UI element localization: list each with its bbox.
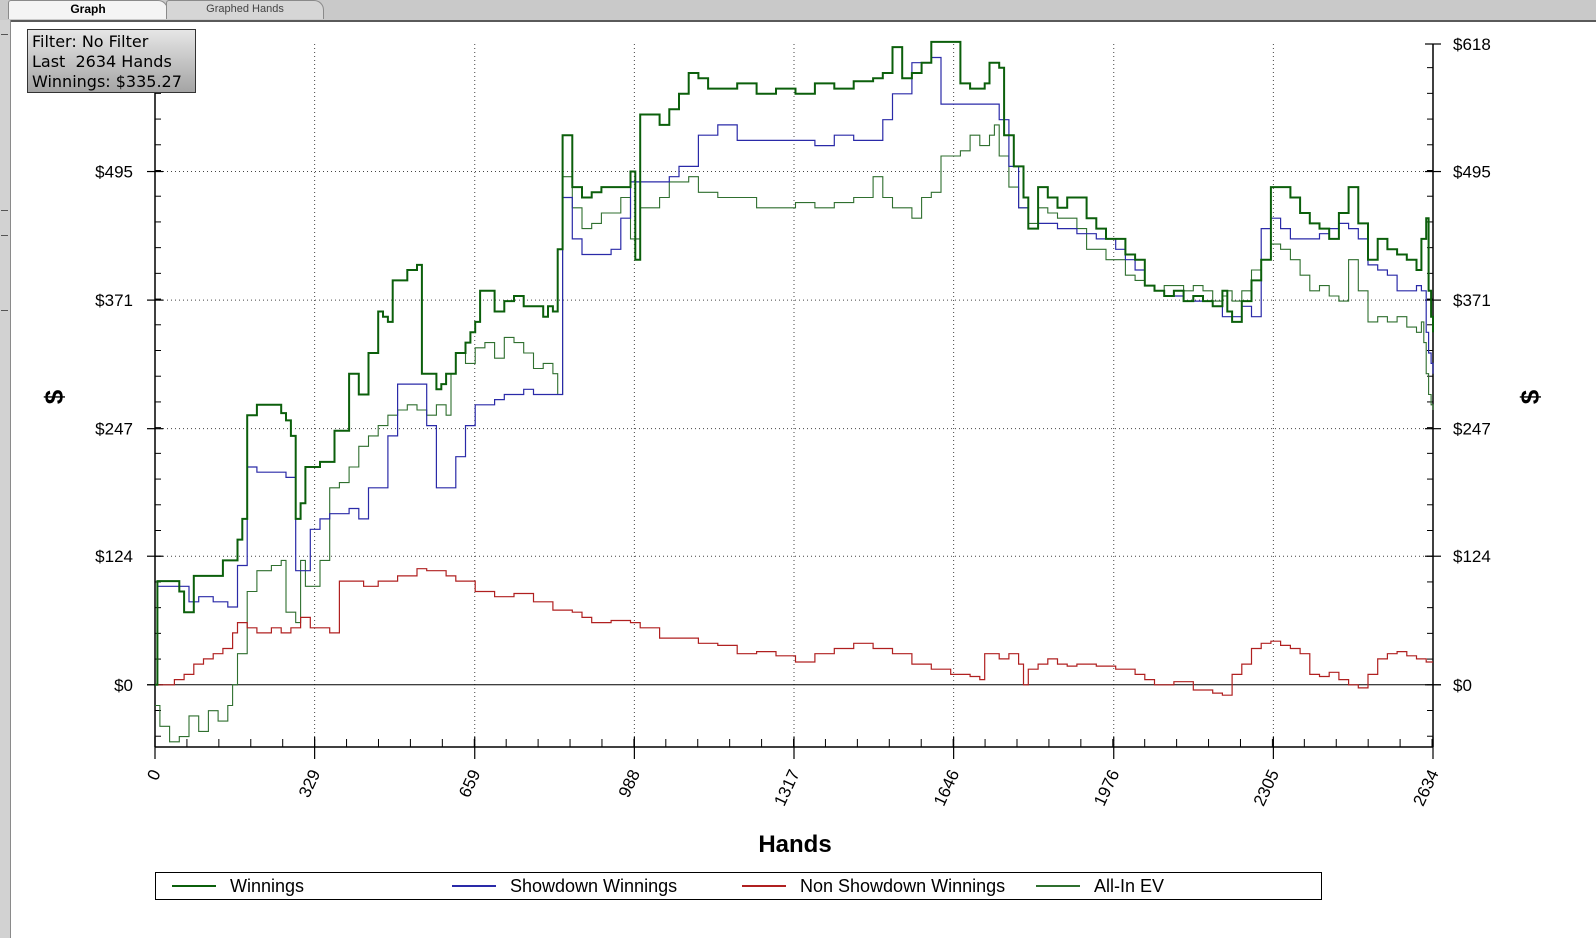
filter-text: Filter: No Filter [32, 32, 149, 51]
series-line-non-showdown-winnings [155, 568, 1433, 696]
x-tick-label: 2634 [1409, 767, 1442, 809]
legend-swatch [742, 885, 786, 888]
y-tick-label-right: $247 [1453, 420, 1491, 439]
chart-axes [147, 44, 1441, 748]
series-line-winnings [155, 40, 1434, 686]
y-axis-label-left: $ [39, 389, 69, 404]
y-tick-label-right: $124 [1453, 547, 1491, 566]
x-tick-label: 1317 [770, 767, 803, 809]
series-line-all-in-ev [155, 124, 1434, 743]
legend-item-showdown-winnings: Showdown Winnings [452, 873, 677, 899]
frame-mark [1, 210, 8, 211]
legend-label: Showdown Winnings [510, 876, 678, 896]
y-tick-label-left: $0 [114, 676, 133, 695]
filter-info-box: Filter: No Filter Last 2634 Hands Winnings… [27, 29, 196, 93]
axis-ticks: $0 $0 $124 $124 $247 $247 $371 $371 $495 $495 $618… [95, 35, 1491, 809]
tab-bar: Graph Graphed Hands [0, 0, 1596, 22]
legend-label: Winnings [230, 876, 305, 896]
y-axis-label-right: $ [1515, 389, 1545, 404]
series-line-showdown-winnings [155, 56, 1434, 686]
chart-legend: Winnings Showdown Winnings Non Showdown … [155, 872, 1322, 900]
legend-swatch [1036, 885, 1080, 888]
y-tick-label-left: $371 [95, 291, 133, 310]
x-tick-label: 1976 [1090, 767, 1123, 809]
y-tick-label-right: $495 [1453, 163, 1491, 182]
y-tick-label-right: $618 [1453, 35, 1491, 54]
legend-item-all-in-ev: All-In EV [1036, 873, 1164, 899]
x-tick-label: 0 [143, 767, 164, 784]
frame-mark [1, 235, 8, 236]
legend-label: All-In EV [1094, 876, 1165, 896]
legend-label: Non Showdown Winnings [800, 876, 1006, 896]
winnings-total-text: Winnings: $335.27 [32, 72, 182, 91]
y-tick-label-right: $0 [1453, 676, 1472, 695]
legend-item-winnings: Winnings [172, 873, 304, 899]
frame-mark [1, 34, 8, 35]
frame-mark [1, 310, 8, 311]
legend-swatch [452, 885, 496, 888]
hands-count-text: Last 2634 Hands [32, 52, 172, 71]
grid-lines [155, 44, 1433, 747]
left-frame-edge [0, 20, 11, 938]
x-axis-label: Hands [758, 831, 831, 858]
y-tick-label-left: $124 [95, 547, 133, 566]
x-tick-label: 988 [615, 767, 644, 801]
x-tick-label: 659 [455, 767, 484, 801]
chart-series [155, 40, 1434, 743]
tab-graph[interactable]: Graph [8, 0, 168, 19]
legend-item-non-showdown-winnings: Non Showdown Winnings [742, 873, 1005, 899]
y-tick-label-left: $247 [95, 420, 133, 439]
legend-swatch [172, 885, 216, 888]
y-tick-label-right: $371 [1453, 291, 1491, 310]
y-tick-label-left: $495 [95, 163, 133, 182]
x-tick-label: 2305 [1250, 767, 1283, 809]
tab-graphed-hands[interactable]: Graphed Hands [166, 0, 324, 19]
x-tick-label: 1646 [930, 767, 963, 809]
x-tick-label: 329 [295, 767, 324, 801]
